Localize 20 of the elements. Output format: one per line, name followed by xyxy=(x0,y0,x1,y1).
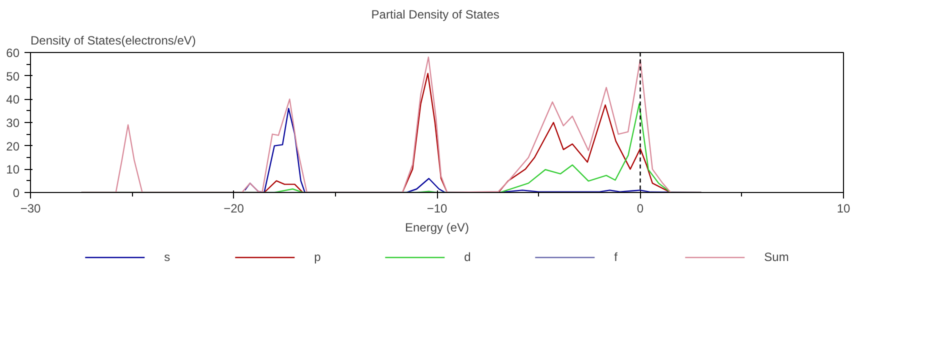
x-axis-title: Energy (eV) xyxy=(404,220,470,234)
legend-label: s xyxy=(164,250,172,264)
y-tick-label: 50 xyxy=(6,69,20,84)
y-tick-label: 0 xyxy=(12,186,20,200)
x-tick-label: 0 xyxy=(636,202,644,216)
x-tick-label: −10 xyxy=(426,202,448,216)
y-tick-label: 10 xyxy=(6,162,20,177)
legend-label: d xyxy=(464,250,472,264)
legend-label: f xyxy=(614,250,618,264)
legend-label: Sum xyxy=(764,250,789,264)
legend-label: p xyxy=(314,250,322,264)
x-tick-label: −20 xyxy=(224,202,244,216)
y-tick-label: 60 xyxy=(6,46,20,60)
y-tick-label: 20 xyxy=(6,139,20,154)
y-tick-label: 30 xyxy=(6,116,20,130)
y-axis-title: Density of States(electrons/eV) xyxy=(30,34,196,48)
x-tick-label: 10 xyxy=(836,202,850,216)
chart-title: Partial Density of States xyxy=(371,8,500,22)
x-tick-label: −30 xyxy=(20,202,42,216)
y-tick-label: 40 xyxy=(6,92,20,107)
